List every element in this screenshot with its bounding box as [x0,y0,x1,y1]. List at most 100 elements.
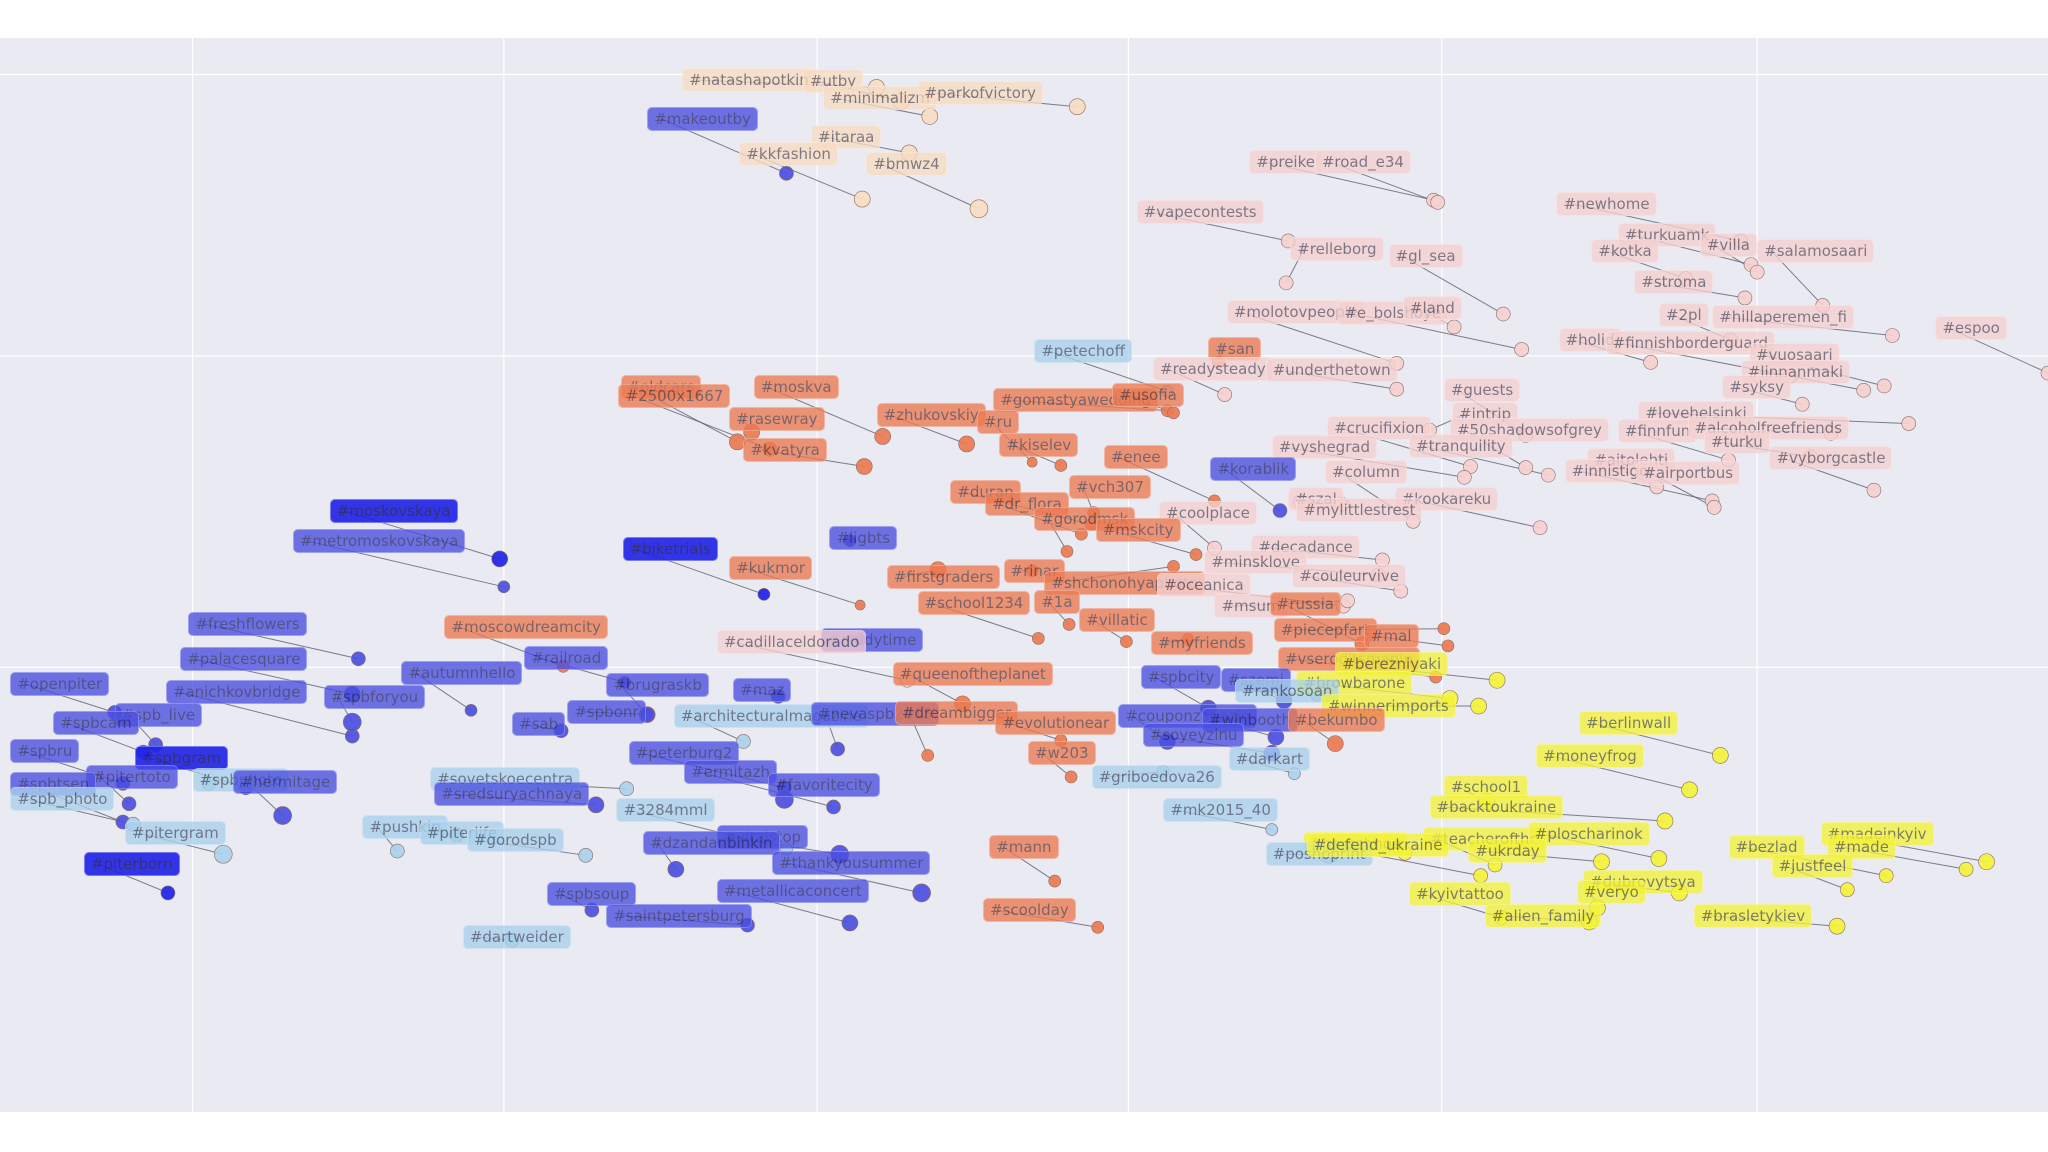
tag-label: #dartweider [462,925,571,950]
tag-label: #parkofvictory [917,80,1043,105]
tag-label: #favoritecity [768,772,880,797]
data-point [160,885,176,901]
tag-label: #w203 [1028,741,1096,766]
data-point [1518,460,1534,475]
tag-label: #darkart [1228,746,1310,771]
tag-label: #myfriends [1150,630,1253,655]
data-point [1446,319,1462,335]
data-point [121,796,137,812]
data-point [757,588,771,601]
gridlines [0,38,2048,1112]
tag-label: #mk2015_40 [1163,798,1278,823]
tag-label: #berlinwall [1579,711,1679,736]
tag-label: #freshflowers [188,611,307,636]
tag-label: #vch307 [1069,475,1151,500]
tag-label: #kvatyra [743,437,827,462]
data-point [1278,275,1294,291]
data-point [1272,503,1288,518]
data-point [830,741,845,757]
data-point [1120,635,1133,648]
data-point [1643,355,1658,370]
tag-label: #couleurvive [1292,564,1407,589]
data-point [619,781,634,797]
data-point [1064,770,1078,784]
tag-label: #ukrday [1468,839,1547,864]
data-point [958,435,975,453]
data-point [969,199,989,219]
data-point [578,848,594,863]
data-point [1856,382,1871,398]
tag-label: #vyshegrad [1271,435,1378,460]
tag-label: #villatic [1079,608,1155,633]
data-point [1876,378,1892,394]
data-point [1473,868,1489,884]
tag-label: #mylittlestrest [1296,497,1423,522]
tag-label: #soyeyzinu [1142,723,1245,748]
tag-label: #moneyfrog [1536,743,1644,768]
tag-label: #column [1325,460,1407,485]
data-point [1495,306,1511,322]
tag-label: #sab [512,712,566,737]
tag-label: #petechoff [1034,338,1132,363]
tag-label: #bmwz4 [866,151,947,176]
tag-label: #spbcam [53,711,139,736]
tag-label: #justfeel [1771,854,1854,879]
data-point [213,844,233,864]
tag-label: #relleborg [1290,236,1384,261]
data-point [1441,639,1455,653]
tag-label: #piecepfart [1273,617,1377,642]
data-point [1878,868,1894,884]
data-point [1167,406,1180,420]
data-point [1217,387,1233,402]
tag-label: #thankyousummer [772,851,931,876]
tag-label: #maz [733,678,792,703]
data-point [1026,456,1038,468]
tag-label: #korablik [1210,456,1297,481]
data-point [1681,781,1698,799]
tag-label: #mskcity [1095,518,1181,543]
tag-label: #sredsuryachnaya [434,782,590,807]
data-point [1794,396,1810,412]
tag-label: #moskovskaya [329,498,458,523]
data-point [1032,632,1045,645]
data-point [1839,882,1855,897]
tag-label: #gl_sea [1388,244,1463,269]
tag-label: #oceanica [1157,572,1251,597]
tag-label: #guests [1443,378,1521,403]
tag-label: #ermitazh [684,759,777,784]
tag-label: #kotka [1591,238,1659,263]
data-point [1593,853,1610,871]
tag-label: #moscowdreamcity [444,614,608,639]
tag-label: #tranquility [1409,434,1513,459]
tag-label: #san [1208,336,1262,361]
tag-label: #queenoftheplanet [892,661,1053,686]
tag-label: #spbru [10,739,80,764]
tag-label: #pitertoto [86,765,178,790]
tag-label: #vyborgcastle [1769,446,1893,471]
tag-label: #kiselev [999,433,1079,458]
tag-label: #espoo [1935,316,2007,341]
tag-label: #newhome [1556,191,1657,216]
tag-label: #brugraskb [606,672,709,697]
tag-label: #bezlad [1728,834,1805,859]
data-point [1488,671,1506,689]
tag-label: #3284mml [616,798,715,823]
tag-label: #spbonr [567,699,646,724]
tag-label: #bekumbo [1288,708,1385,733]
data-point [1828,917,1846,935]
tag-label: #spbsoup [546,882,637,907]
tag-label: #brasletykiev [1693,903,1813,928]
tag-label: #mal [1363,624,1419,649]
tag-label: #underthetown [1265,358,1398,383]
tag-label: #kyivtattoo [1409,882,1511,907]
tag-label: #makeoutby [647,106,758,131]
data-point [1437,622,1451,636]
tag-label: #stroma [1634,269,1714,294]
data-point [826,799,841,815]
data-point [390,843,405,859]
tag-label: #metallicaconcert [716,878,869,903]
data-point [1060,545,1074,558]
data-point [1978,853,1995,871]
data-point [853,190,871,208]
data-point [1470,697,1487,715]
